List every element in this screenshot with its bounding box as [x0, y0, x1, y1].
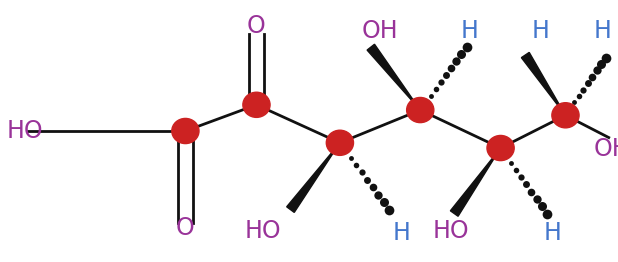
Text: OH: OH [593, 137, 618, 161]
Text: H: H [392, 221, 410, 245]
Text: HO: HO [245, 219, 281, 243]
Text: O: O [176, 216, 195, 240]
Text: H: H [594, 19, 611, 43]
Text: O: O [247, 14, 266, 38]
Text: H: H [461, 19, 478, 43]
Text: HO: HO [6, 119, 43, 143]
Text: H: H [544, 221, 562, 245]
Polygon shape [451, 148, 501, 216]
Text: HO: HO [433, 219, 470, 243]
Polygon shape [367, 44, 420, 110]
Ellipse shape [172, 118, 199, 144]
Ellipse shape [552, 103, 579, 128]
Text: OH: OH [362, 19, 399, 43]
Ellipse shape [243, 92, 270, 117]
Text: H: H [532, 19, 549, 43]
Ellipse shape [487, 135, 514, 161]
Ellipse shape [407, 97, 434, 123]
Polygon shape [522, 52, 565, 115]
Polygon shape [287, 143, 340, 212]
Ellipse shape [326, 130, 353, 155]
